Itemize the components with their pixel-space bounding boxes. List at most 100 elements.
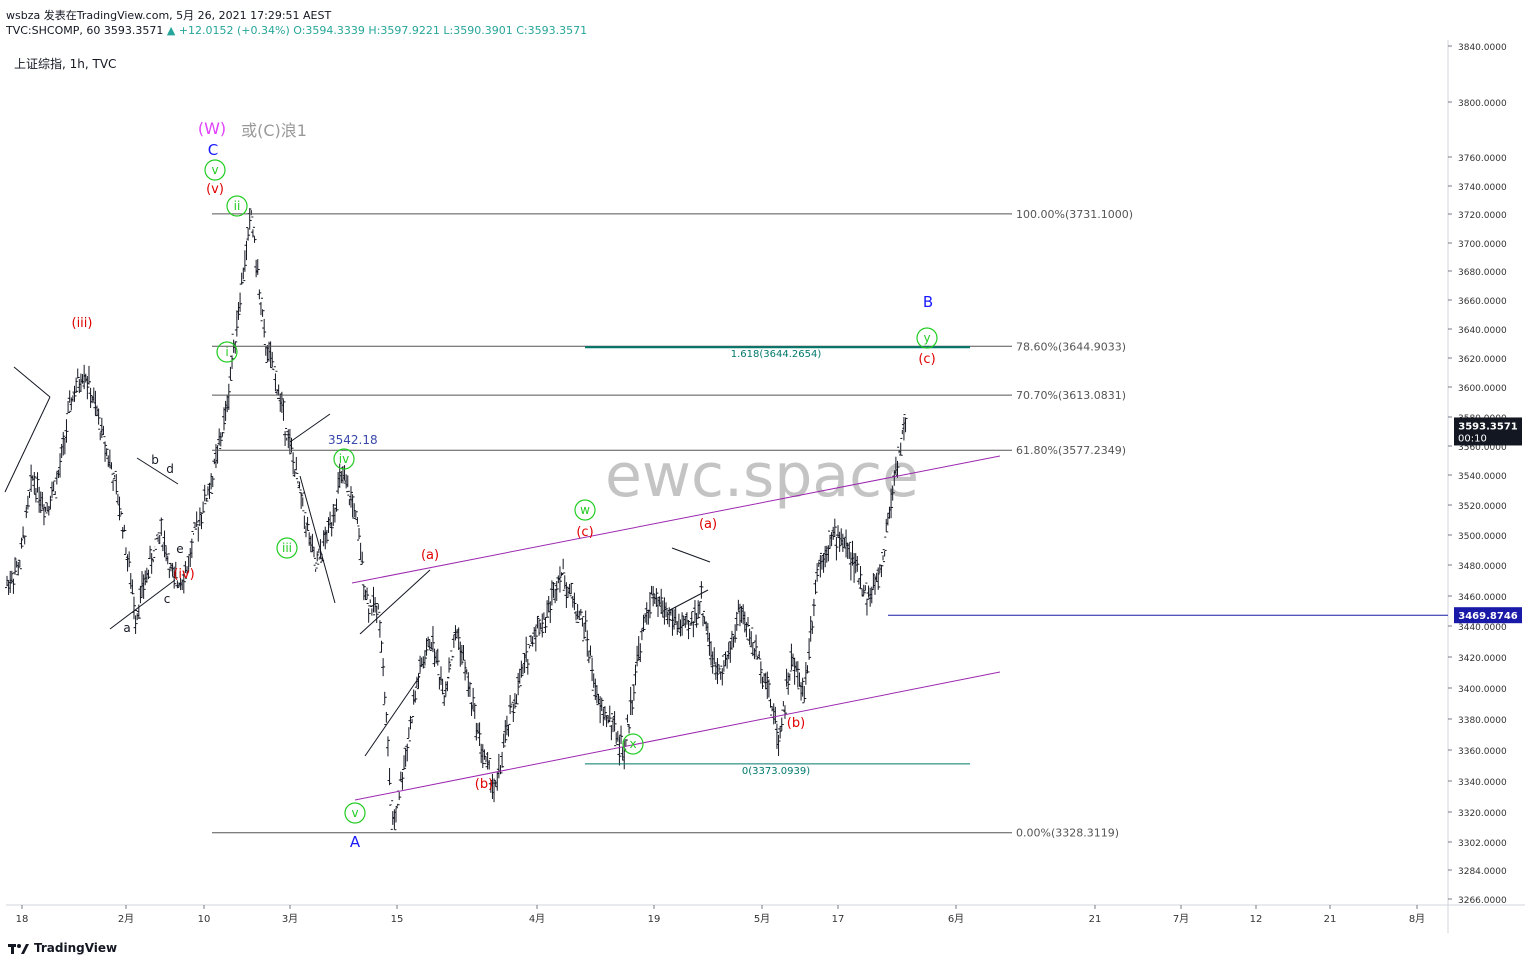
candle <box>548 601 553 623</box>
wave-label-black: c <box>164 592 171 606</box>
candle <box>51 480 56 492</box>
candle <box>96 408 101 425</box>
trend-line[interactable] <box>359 569 431 635</box>
candle <box>413 690 418 703</box>
price-tick-label: 3680.0000 <box>1458 268 1507 278</box>
candle <box>302 510 307 529</box>
ohlc-values: O:3594.3339 H:3597.9221 L:3590.3901 C:35… <box>293 24 588 37</box>
chart-legend[interactable]: 上证综指, 1h, TVC <box>14 57 117 71</box>
wave-label-black: d <box>166 462 174 476</box>
time-tick-label: 7月 <box>1173 913 1189 925</box>
candle <box>173 561 178 579</box>
wave-label-black: b <box>151 453 159 467</box>
candle <box>551 582 556 598</box>
candle <box>501 733 506 748</box>
wave-label-red: (a) <box>421 548 439 563</box>
candle <box>159 517 164 536</box>
candle <box>619 725 624 745</box>
candle <box>361 584 366 601</box>
price-tick-label: 3500.0000 <box>1458 532 1507 542</box>
candle <box>430 626 435 653</box>
wave-label-circle <box>622 733 644 755</box>
watermark: ewc.space <box>605 441 919 511</box>
candle <box>567 583 572 597</box>
channel-upper-line[interactable] <box>351 455 1001 584</box>
candle <box>832 518 837 537</box>
candle <box>881 552 886 563</box>
price-tick-label: 3320.0000 <box>1458 809 1507 819</box>
candle <box>440 678 445 695</box>
trend-line[interactable] <box>671 547 711 563</box>
time-tick-label: 6月 <box>948 913 964 925</box>
candle <box>766 676 771 698</box>
candle <box>627 724 632 734</box>
trend-line[interactable] <box>289 413 331 443</box>
candle <box>855 556 860 572</box>
trend-line[interactable] <box>299 475 336 604</box>
time-tick-label: 3月 <box>282 913 298 925</box>
candle <box>733 624 738 643</box>
candle <box>773 706 778 724</box>
candle <box>863 582 868 592</box>
candle <box>834 536 839 561</box>
price-tick-label: 3440.0000 <box>1458 623 1507 633</box>
candle <box>569 582 574 595</box>
trend-line[interactable] <box>13 366 51 398</box>
price-tick-label: 3400.0000 <box>1458 685 1507 695</box>
price-tick-label: 3360.0000 <box>1458 747 1507 757</box>
candle <box>292 470 297 477</box>
candle <box>377 620 382 638</box>
candle <box>471 687 476 711</box>
candle <box>348 486 353 508</box>
wave-label-red: (c) <box>576 525 593 540</box>
candle <box>199 514 204 530</box>
candle <box>633 664 638 686</box>
candle <box>345 475 350 492</box>
trend-line[interactable] <box>667 589 709 612</box>
candle <box>602 706 607 721</box>
fib-extension-label: 0(3373.0939) <box>742 766 810 777</box>
candle <box>315 551 320 565</box>
candle <box>749 627 754 648</box>
candle <box>450 650 455 658</box>
candle <box>647 591 652 619</box>
candle <box>313 564 318 572</box>
wave-label-red: (v) <box>206 182 224 197</box>
candle <box>607 705 612 722</box>
candle <box>599 697 604 712</box>
candle <box>535 616 540 629</box>
candle <box>525 658 530 675</box>
candle <box>365 587 370 601</box>
candle <box>503 720 508 743</box>
candle <box>357 527 362 541</box>
candle <box>511 703 516 723</box>
candle <box>376 602 381 613</box>
candle <box>638 643 643 663</box>
wave-label-red: (a) <box>699 517 717 532</box>
time-tick-label: 4月 <box>529 913 545 925</box>
candle <box>262 318 267 338</box>
price-tick-label: 3800.0000 <box>1458 99 1507 109</box>
candle <box>220 432 225 438</box>
channel-lower-line[interactable] <box>354 671 1001 801</box>
candle <box>426 636 431 647</box>
wave-label-red: (iv) <box>173 567 194 582</box>
tradingview-logo[interactable]: TradingView <box>8 941 117 955</box>
candle <box>281 399 286 421</box>
candle <box>74 377 79 394</box>
candle <box>405 743 410 762</box>
wave-label-red: (b) <box>475 777 493 792</box>
publish-info: wsbza 发表在TradingView.com, 5月 26, 2021 17… <box>6 9 332 22</box>
candle <box>32 471 37 494</box>
price-tick-label: 3840.0000 <box>1458 43 1507 53</box>
trend-line[interactable] <box>109 579 176 630</box>
time-tick-label: 15 <box>391 914 404 925</box>
symbol-name[interactable]: TVC:SHCOMP, 60 <box>6 24 101 37</box>
trend-line[interactable] <box>364 675 421 757</box>
candle <box>583 610 588 632</box>
price-tick-label: 3284.0000 <box>1458 867 1507 877</box>
candle <box>226 383 231 410</box>
trend-line[interactable] <box>4 396 51 493</box>
trend-line[interactable] <box>136 457 179 485</box>
